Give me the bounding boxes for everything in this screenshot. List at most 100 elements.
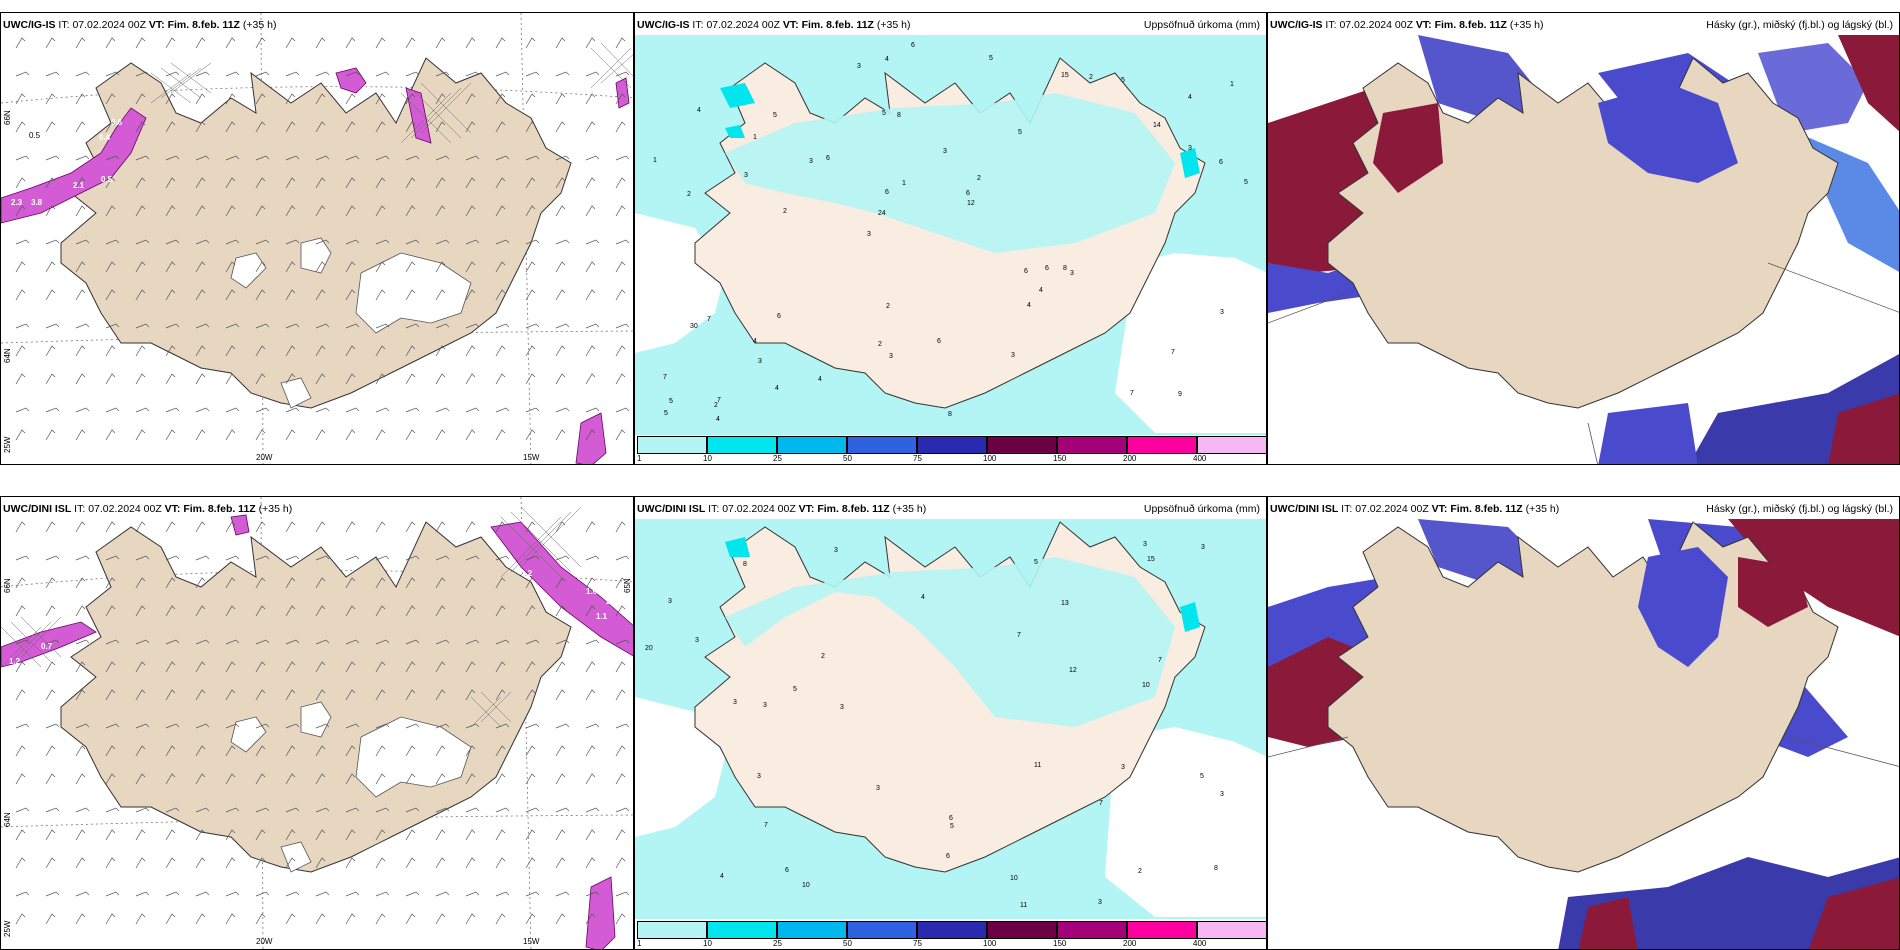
wind-barb [615,177,626,189]
wind-barb [195,745,206,757]
precip-value: 9 [1178,391,1182,398]
wind-barb [525,289,536,301]
wind-barb [465,745,476,757]
wind-barb [555,807,570,813]
wind-barb [105,121,116,133]
model-name: UWC/IG-IS [3,19,56,31]
map-panel-igis-clouds: UWC/IG-IS IT: 07.02.2024 00Z VT: Fim. 8.… [1267,12,1900,465]
wind-barb [225,661,236,673]
map-panel-igis-precip: UWC/IG-IS IT: 07.02.2024 00Z VT: Fim. 8.… [634,12,1267,465]
wind-barb [375,639,390,645]
wind-barb [15,605,26,617]
wind-barb [345,577,356,589]
wind-barb [435,857,446,869]
wind-barb [195,177,206,189]
colorbar-label: 400 [1193,939,1207,948]
wind-barb [195,723,210,729]
colorbar-segment [847,921,917,939]
wind-barb [615,345,626,357]
precip-value: 3 [1011,352,1015,359]
wind-barb [375,745,386,757]
wind-barb [585,239,600,245]
wind-barb [525,37,536,49]
wind-map [1,497,633,949]
wind-barb [285,261,296,273]
wind-barb [15,807,30,813]
wind-barb [75,205,86,217]
wind-barb [555,723,570,729]
colorbar-segment [707,921,777,939]
valid-time: Fim. 8.feb. 11Z [167,19,240,31]
wind-barb [435,345,446,357]
wind-barb [555,521,566,533]
wind-barb [285,205,296,217]
lat-label: 64N [3,348,12,363]
wind-barb [105,429,116,441]
wind-barb [615,555,630,561]
wind-barb [345,323,360,329]
wind-barb [75,239,90,245]
wind-barb [585,773,596,785]
wind-barb [255,773,266,785]
precip-value: 2 [886,303,890,310]
wind-barb [15,93,26,105]
wind-barb [255,577,266,589]
wind-barb [285,555,300,561]
wind-barb [255,723,270,729]
wind-barb [135,289,146,301]
wind-barb [615,829,626,841]
colorbar-segment [1127,436,1197,454]
wind-barb [465,913,476,925]
colorbar-label: 100 [983,454,997,463]
wind-barb [105,689,116,701]
wind-barb [15,261,26,273]
wind-barb [525,345,536,357]
wind-barb [435,323,450,329]
map-panel-dini-precip: UWC/DINI ISL IT: 07.02.2024 00Z VT: Fim.… [634,496,1267,950]
wind-barb [105,407,120,413]
wind-barb [75,689,86,701]
wind-barb [135,577,146,589]
precip-value: 5 [1244,179,1248,186]
wind-barb [15,345,26,357]
wind-barb [555,155,570,161]
wind-barb [435,723,450,729]
wind-barb [525,913,536,925]
wind-barb [525,521,536,533]
precip-value: 5 [882,110,886,117]
wind-barb [285,829,296,841]
wind-barb [615,891,630,897]
wind-barb [135,661,146,673]
wind-barb [135,555,150,561]
wind-barb [345,807,360,813]
precip-value: 7 [1017,632,1021,639]
wind-barb [585,857,596,869]
wind-barb [255,177,266,189]
colorbar-labels: 1 10 25 50 75 100 150 200 400 [637,454,1266,464]
wind-barb [75,71,90,77]
wind-barb [195,577,206,589]
precip-value: 5 [664,410,668,417]
wind-barb [405,521,416,533]
colorbar-label: 10 [703,454,712,463]
wind-barb [495,239,510,245]
wind-barb [345,289,356,301]
wind-barb [225,555,240,561]
wind-barb [495,289,506,301]
wind-barb [75,429,86,441]
panel-header: UWC/IG-IS IT: 07.02.2024 00Z VT: Fim. 8.… [637,19,910,31]
precip-value: 4 [1027,302,1031,309]
lat-label: 65N [623,578,632,593]
wind-barb [285,345,296,357]
wind-barb [615,205,626,217]
colorbar-segment [777,436,847,454]
precip-value: 3 [1220,791,1224,798]
wind-barb [345,239,360,245]
wind-barb [525,857,536,869]
wind-barb [555,289,566,301]
precip-value: 3 [1220,309,1224,316]
lead-time: (+35 h) [242,19,277,31]
wind-barb [555,261,566,273]
precip-value: 6 [966,190,970,197]
wind-barb [525,93,536,105]
